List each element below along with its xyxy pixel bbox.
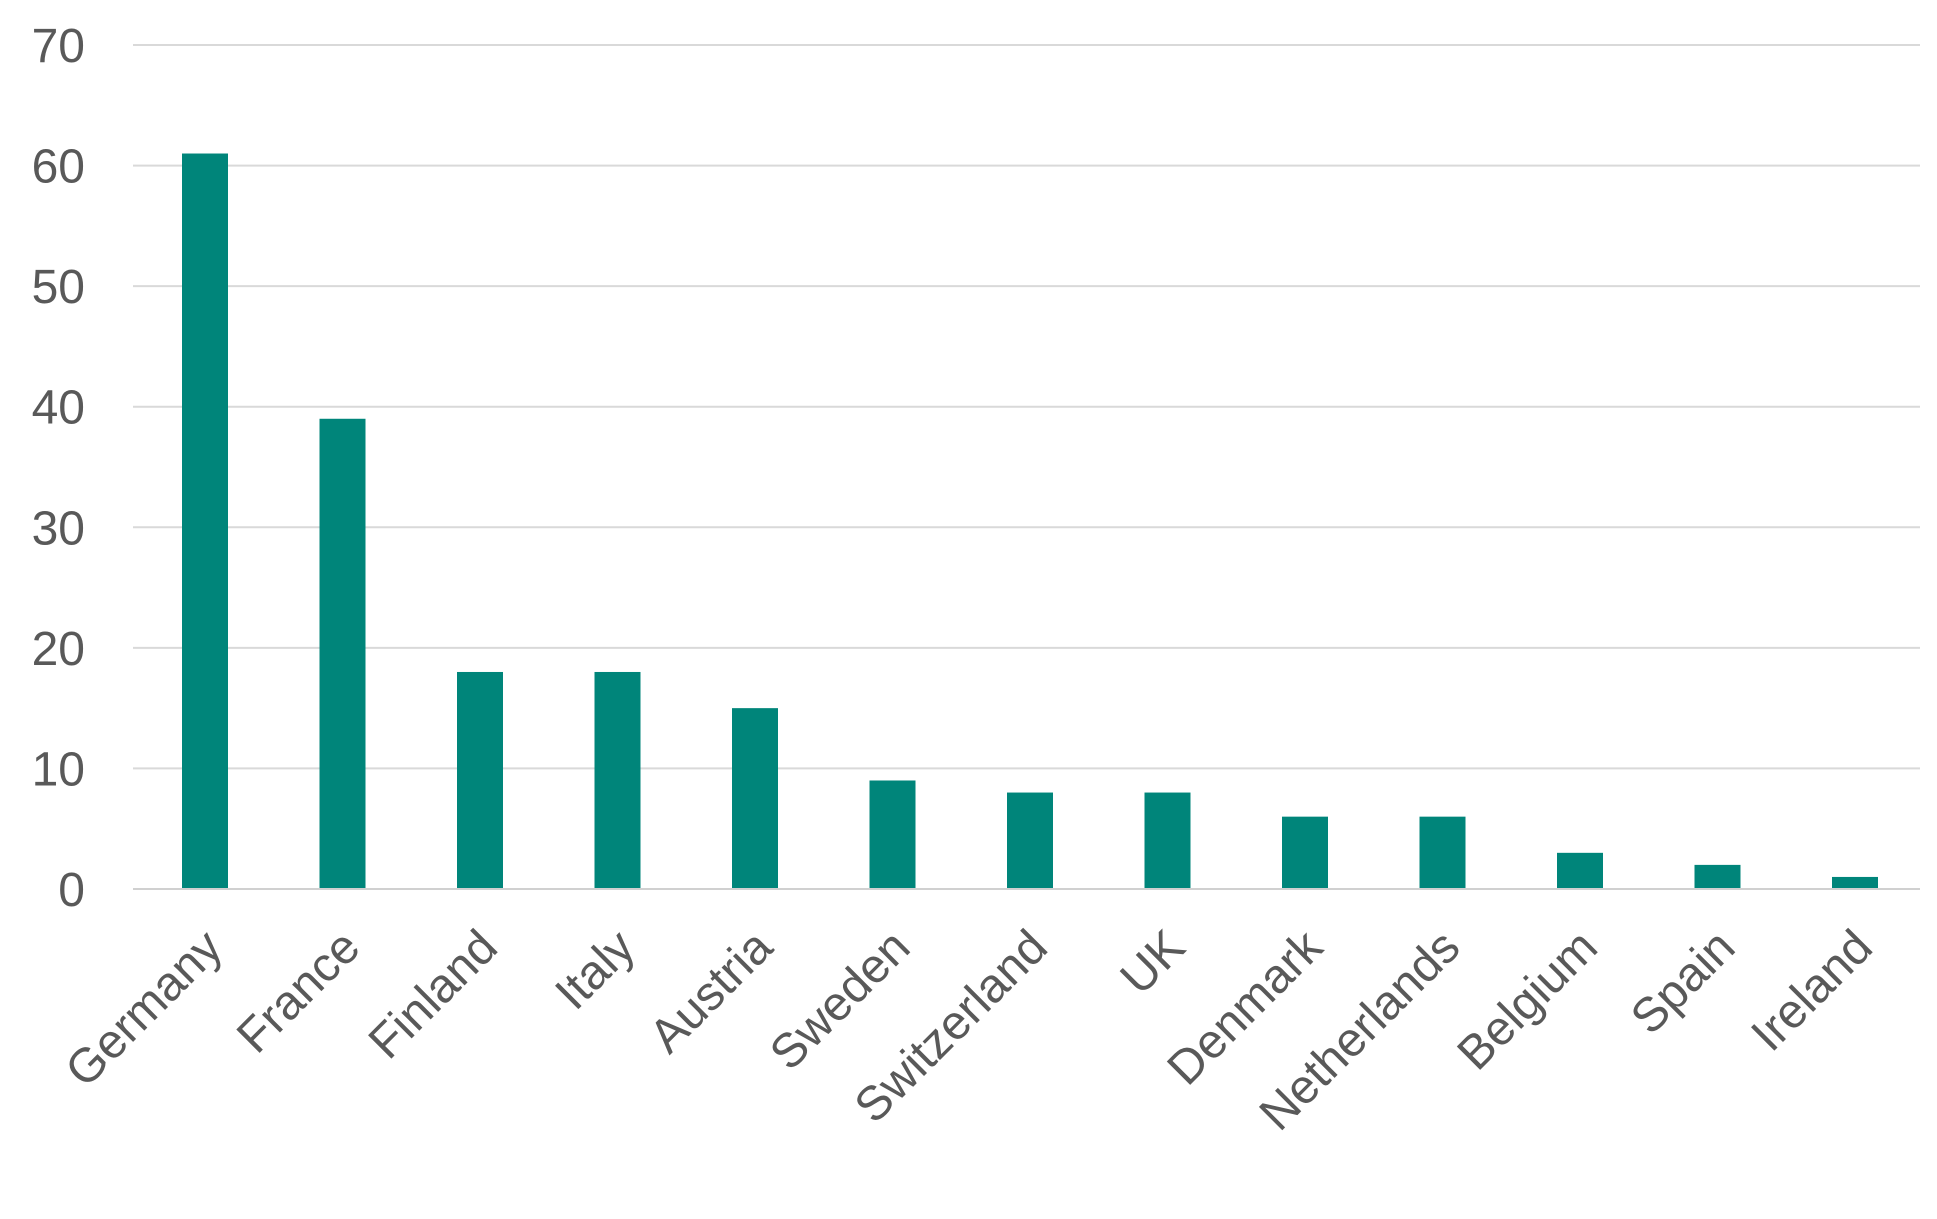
y-tick-label-50: 50 — [32, 261, 85, 314]
bars — [182, 153, 1878, 889]
y-tick-label-20: 20 — [32, 623, 85, 676]
bar-germany — [182, 153, 228, 889]
x-tick-label-uk: UK — [1111, 920, 1196, 1005]
y-tick-label-30: 30 — [32, 502, 85, 555]
x-tick-label-italy: Italy — [546, 920, 646, 1020]
y-axis-tick-labels: 0 10 20 30 40 50 60 70 — [32, 20, 85, 917]
y-tick-label-70: 70 — [32, 20, 85, 73]
bar-switzerland — [1007, 792, 1053, 889]
bar-finland — [457, 671, 503, 889]
bar-uk — [1144, 792, 1191, 889]
bar-austria — [732, 708, 778, 889]
bar-france — [319, 418, 366, 889]
y-tick-label-60: 60 — [32, 141, 85, 194]
x-tick-label-ireland: Ireland — [1742, 920, 1883, 1061]
bar-spain — [1694, 864, 1741, 889]
x-tick-label-belgium: Belgium — [1448, 920, 1608, 1080]
bar-sweden — [869, 780, 916, 889]
x-tick-label-france: France — [227, 920, 370, 1063]
x-tick-label-finland: Finland — [359, 920, 508, 1069]
bar-belgium — [1557, 852, 1603, 889]
bar-netherlands — [1419, 816, 1466, 889]
x-tick-label-germany: Germany — [56, 920, 233, 1097]
bar-italy — [594, 671, 641, 889]
bar-ireland — [1832, 876, 1878, 889]
x-tick-label-spain: Spain — [1621, 920, 1745, 1044]
y-tick-label-40: 40 — [32, 382, 85, 435]
gridlines — [133, 44, 1920, 770]
bar-denmark — [1282, 816, 1328, 889]
y-tick-label-0: 0 — [58, 864, 85, 917]
y-tick-label-10: 10 — [32, 743, 85, 796]
